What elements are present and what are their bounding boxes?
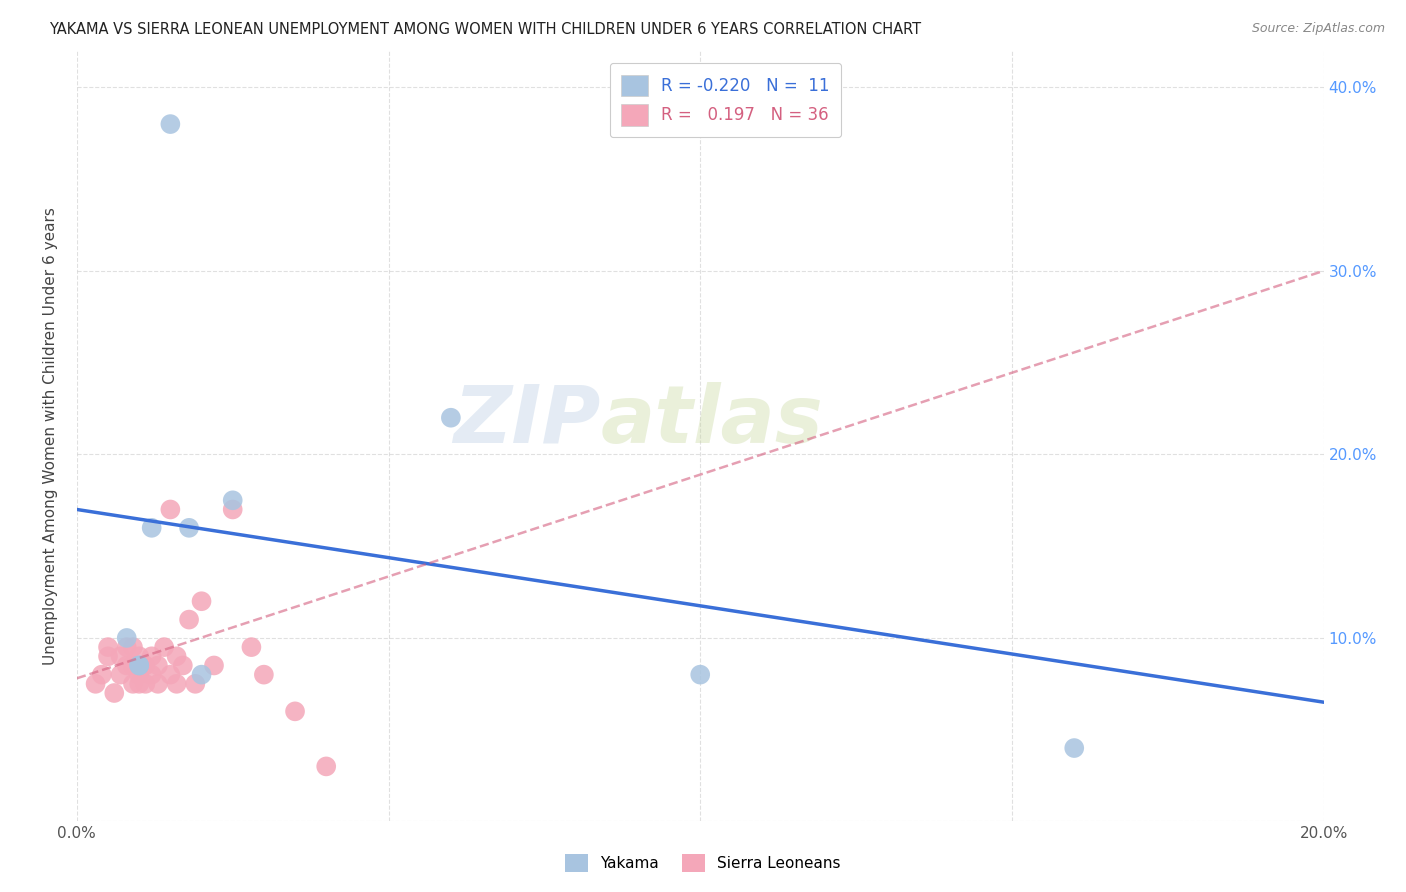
Point: [122, 658, 145, 673]
Point: [134, 658, 156, 673]
Point: [128, 667, 150, 681]
Text: YAKAMA VS SIERRA LEONEAN UNEMPLOYMENT AMONG WOMEN WITH CHILDREN UNDER 6 YEARS CO: YAKAMA VS SIERRA LEONEAN UNEMPLOYMENT AM…: [49, 22, 921, 37]
Point: [153, 640, 176, 654]
Point: [146, 677, 169, 691]
Point: [284, 704, 307, 718]
Point: [103, 686, 125, 700]
Point: [141, 667, 163, 681]
Point: [172, 658, 194, 673]
Point: [128, 658, 150, 673]
Point: [141, 649, 163, 664]
Point: [128, 677, 150, 691]
Point: [97, 640, 120, 654]
Point: [115, 640, 138, 654]
Point: [134, 677, 156, 691]
Point: [115, 658, 138, 673]
Point: [110, 667, 132, 681]
Point: [97, 649, 120, 664]
Point: [90, 667, 112, 681]
Legend: R = -0.220   N =  11, R =   0.197   N = 36: R = -0.220 N = 11, R = 0.197 N = 36: [610, 62, 842, 137]
Point: [222, 493, 245, 508]
Point: [440, 410, 463, 425]
Point: [110, 649, 132, 664]
Point: [166, 649, 188, 664]
Point: [184, 677, 207, 691]
Point: [240, 640, 263, 654]
Point: [159, 117, 181, 131]
Point: [202, 658, 225, 673]
Point: [122, 640, 145, 654]
Text: Source: ZipAtlas.com: Source: ZipAtlas.com: [1251, 22, 1385, 36]
Point: [166, 677, 188, 691]
Point: [128, 658, 150, 673]
Point: [128, 649, 150, 664]
Point: [253, 667, 276, 681]
Point: [177, 521, 200, 535]
Point: [177, 613, 200, 627]
Point: [1063, 741, 1085, 756]
Point: [115, 631, 138, 645]
Point: [190, 594, 212, 608]
Point: [146, 658, 169, 673]
Y-axis label: Unemployment Among Women with Children Under 6 years: Unemployment Among Women with Children U…: [44, 207, 58, 665]
Point: [689, 667, 711, 681]
Legend: Yakama, Sierra Leoneans: Yakama, Sierra Leoneans: [558, 846, 848, 880]
Point: [122, 677, 145, 691]
Point: [159, 502, 181, 516]
Text: ZIP: ZIP: [453, 382, 600, 459]
Point: [222, 502, 245, 516]
Point: [141, 521, 163, 535]
Point: [159, 667, 181, 681]
Point: [84, 677, 107, 691]
Point: [315, 759, 337, 773]
Text: atlas: atlas: [600, 382, 824, 459]
Point: [190, 667, 212, 681]
